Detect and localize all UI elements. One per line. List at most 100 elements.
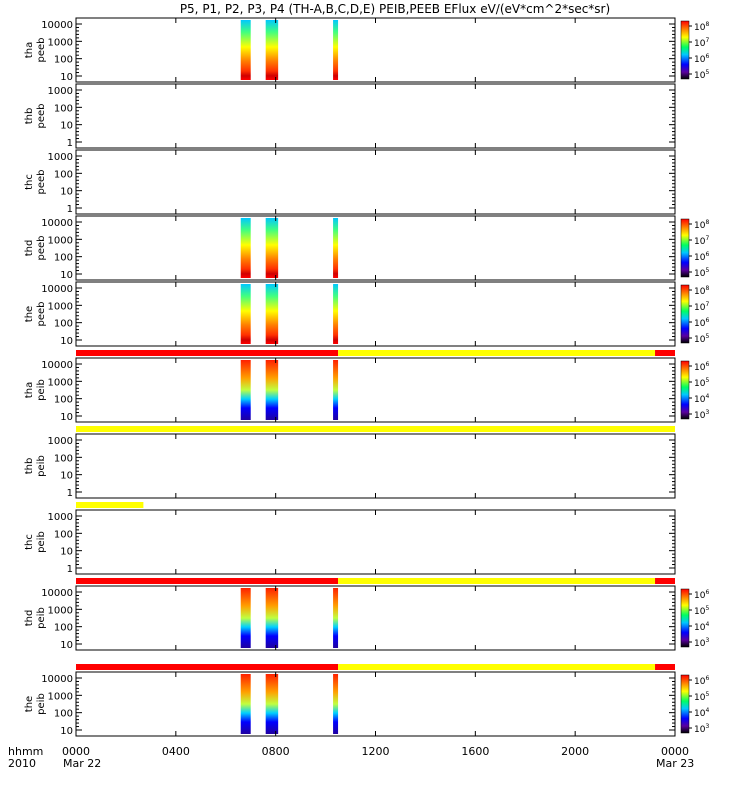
colorbar-label: 103: [694, 409, 709, 421]
panel-frame: [75, 149, 676, 215]
colorbar: [680, 218, 690, 278]
status-bar-segment: [76, 350, 339, 356]
y-tick-label: 10: [60, 121, 73, 132]
y-tick-label: 100: [54, 529, 73, 540]
y-axis-label: the: [24, 696, 35, 712]
spectrogram-burst: [240, 588, 251, 648]
status-bar-segment: [76, 426, 675, 432]
y-tick-label: 1000: [48, 152, 73, 163]
spectrogram-burst: [265, 588, 279, 648]
y-tick-label: 10: [60, 547, 73, 558]
panel: 10000 1000 100 10 tha peib 106 105 104 103: [24, 357, 709, 423]
y-tick-label: 1: [67, 564, 73, 575]
y-tick-label: 10000: [41, 218, 73, 229]
y-tick-label: 1000: [48, 605, 73, 616]
start-date-label: Mar 22: [63, 757, 101, 770]
y-tick-label: 100: [54, 453, 73, 464]
status-bar-segment: [338, 664, 656, 670]
panel-frame: [75, 215, 676, 281]
panel-frame: [75, 281, 676, 347]
colorbar-label: 106: [694, 251, 709, 263]
y-axis-label: peib: [36, 607, 47, 629]
y-tick-label: 10: [60, 640, 73, 651]
status-bar-segment: [655, 578, 675, 584]
panel: 10000 1000 100 10 tha peeb 108 107 106 105: [24, 17, 709, 83]
colorbar: [680, 360, 690, 420]
status-bar-segment: [655, 664, 675, 670]
spectrogram-burst: [265, 20, 279, 80]
y-tick-label: 10000: [41, 284, 73, 295]
y-tick-label: 10: [60, 336, 73, 347]
panel: 10000 1000 100 10 the peib 106 105 104 103: [24, 671, 709, 737]
y-axis-label: thc: [24, 534, 35, 550]
spectrogram-burst: [265, 284, 279, 344]
y-tick-label: 100: [54, 55, 73, 66]
y-tick-label: 1000: [48, 37, 73, 48]
y-axis-label: thd: [24, 610, 35, 627]
colorbar-label: 107: [694, 235, 709, 247]
y-tick-label: 1: [67, 204, 73, 215]
panel: 1000 100 10 1 thc peeb: [24, 149, 676, 215]
y-tick-label: 10: [60, 471, 73, 482]
y-tick-label: 10000: [41, 674, 73, 685]
colorbar-label: 106: [694, 317, 709, 329]
panel-frame: [75, 433, 676, 499]
colorbar-label: 103: [694, 637, 709, 649]
panel: 1000 100 10 1 thc peib: [24, 509, 676, 575]
y-axis-label: peib: [36, 693, 47, 715]
colorbar-label: 105: [694, 69, 709, 81]
x-tick-label: 1200: [362, 745, 390, 758]
y-axis-label: peib: [36, 531, 47, 553]
status-bar-segment: [338, 578, 656, 584]
y-tick-label: 1000: [48, 377, 73, 388]
spectrogram-burst: [240, 218, 251, 278]
panel: 10000 1000 100 10 thd peeb 108 107 106 105: [24, 215, 709, 281]
spectrogram-burst: [333, 360, 339, 420]
y-tick-label: 1000: [48, 86, 73, 97]
time-axis-year: 2010: [8, 757, 36, 770]
spectrogram-burst: [333, 588, 339, 648]
spectrogram-burst: [265, 218, 279, 278]
panel-frame: [75, 509, 676, 575]
time-axis-label: hhmm: [8, 745, 43, 758]
y-tick-label: 100: [54, 623, 73, 634]
y-axis-label: peib: [36, 455, 47, 477]
y-tick-label: 100: [54, 319, 73, 330]
colorbar-label: 105: [694, 377, 709, 389]
colorbar-label: 105: [694, 691, 709, 703]
panel-frame: [75, 357, 676, 423]
colorbar-label: 108: [694, 21, 709, 33]
y-tick-label: 100: [54, 253, 73, 264]
y-axis-label: peeb: [36, 236, 47, 261]
panel-frame: [75, 585, 676, 651]
panel: 10000 1000 100 10 the peeb 108 107 106 105: [24, 281, 709, 347]
y-axis-label: thd: [24, 240, 35, 257]
panel-frame: [75, 17, 676, 83]
spectrogram-burst: [265, 674, 279, 734]
status-bar-segment: [338, 350, 656, 356]
spectrogram-burst: [240, 674, 251, 734]
y-axis-label: tha: [24, 42, 35, 58]
colorbar: [680, 20, 690, 80]
colorbar-label: 104: [694, 707, 709, 719]
status-bar-segment: [76, 578, 339, 584]
y-axis-label: peib: [36, 379, 47, 401]
colorbar-label: 105: [694, 267, 709, 279]
panel: 1000 100 10 1 thb peeb: [24, 83, 676, 149]
colorbar: [680, 674, 690, 734]
y-axis-label: tha: [24, 382, 35, 398]
y-tick-label: 1000: [48, 235, 73, 246]
y-tick-label: 100: [54, 395, 73, 406]
colorbar-label: 103: [694, 723, 709, 735]
y-tick-label: 1: [67, 138, 73, 149]
spectrogram-burst: [240, 20, 251, 80]
y-tick-label: 10: [60, 187, 73, 198]
y-tick-label: 10000: [41, 20, 73, 31]
panel: 1000 100 10 1 thb peib: [24, 433, 676, 499]
y-axis-label: thc: [24, 174, 35, 190]
y-tick-label: 1000: [48, 691, 73, 702]
status-bar-segment: [655, 350, 675, 356]
y-tick-label: 10: [60, 726, 73, 737]
y-tick-label: 10: [60, 270, 73, 281]
spectrogram-burst: [240, 284, 251, 344]
